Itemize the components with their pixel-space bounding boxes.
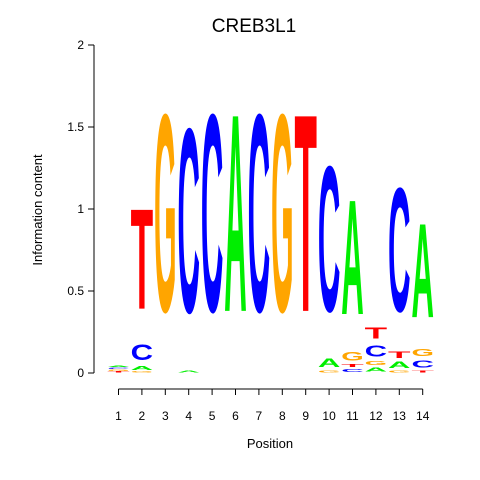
logo-letter-G: G — [131, 371, 153, 373]
stack-position-10: GAC — [318, 122, 341, 373]
x-tick-label: 13 — [393, 409, 407, 423]
stack-position-3: G — [154, 55, 176, 372]
logo-letter-A: A — [365, 366, 387, 373]
logo-letter-A: A — [318, 357, 341, 370]
x-tick-label: 14 — [416, 409, 430, 423]
x-tick-label: 9 — [302, 409, 309, 423]
logo-letter-C: C — [388, 151, 410, 349]
logo-letter-A: A — [411, 194, 433, 346]
x-axis-title: Position — [247, 436, 293, 451]
x-tick-label: 11 — [346, 409, 359, 423]
y-tick-label: 1 — [77, 202, 84, 216]
y-tick-label: 0.5 — [67, 284, 84, 298]
logo-letter-C: C — [248, 55, 270, 371]
y-tick-label: 0 — [77, 366, 84, 380]
logo-letter-T: T — [294, 56, 316, 372]
logo-letter-G: G — [107, 370, 129, 372]
logo-letter-T: T — [365, 324, 388, 342]
logo-letter-C: C — [131, 340, 154, 364]
logo-letter-G: G — [388, 370, 410, 373]
logo-letter-C: C — [318, 122, 340, 356]
x-axis: 1 2 3 4 5 6 7 8 9 10 11 12 13 14 — [115, 388, 430, 423]
logo-letter-A: A — [388, 360, 411, 370]
stack-position-4: AC — [177, 73, 200, 373]
x-tick-label: 7 — [256, 409, 263, 423]
x-tick-label: 8 — [279, 409, 286, 423]
x-tick-label: 2 — [139, 409, 146, 423]
y-tick-label: 2 — [77, 38, 84, 52]
logo-letter-G: G — [154, 55, 176, 372]
x-tick-label: 6 — [232, 409, 239, 423]
logo-letter-C: C — [177, 73, 199, 368]
logo-letter-A: A — [341, 167, 363, 350]
logo-letter-A: A — [224, 55, 246, 371]
logo-letter-T: T — [107, 371, 130, 373]
logo-letter-G: G — [318, 370, 340, 373]
logo-letter-C: C — [411, 358, 434, 369]
logo-letter-C: C — [201, 55, 223, 371]
stack-position-9: T — [294, 56, 316, 372]
logo-letter-C: C — [107, 367, 130, 369]
logo-letter-A: A — [177, 370, 200, 373]
x-tick-label: 5 — [209, 409, 216, 423]
stack-position-8: G — [271, 55, 293, 372]
x-tick-label: 12 — [369, 409, 383, 423]
x-tick-label: 1 — [115, 409, 122, 423]
x-tick-label: 4 — [185, 409, 192, 423]
logo-letter-G: G — [365, 360, 388, 366]
logo-letter-G: G — [411, 347, 433, 359]
y-tick-label: 1.5 — [67, 120, 84, 134]
logo-letter-T: T — [131, 180, 153, 340]
x-tick-label: 3 — [162, 409, 169, 423]
logo-letter-T: T — [411, 370, 434, 373]
logo-letter-C: C — [341, 368, 363, 373]
logo-letter-A: A — [131, 365, 153, 372]
logo-letter-G: G — [271, 55, 293, 372]
logo-letter-T: T — [341, 363, 363, 368]
stack-position-7: C — [248, 55, 270, 371]
logo-letter-C: C — [365, 343, 388, 361]
logo-letter-A: A — [107, 365, 130, 367]
y-axis: 0 0.5 1 1.5 2 — [67, 38, 95, 380]
x-tick-label: 10 — [322, 409, 336, 423]
y-axis-title: Information content — [30, 154, 45, 266]
stack-position-5: C — [201, 55, 223, 371]
stack-position-6: A — [224, 55, 246, 371]
logo-letter-T: T — [388, 350, 411, 360]
chart-title: CREB3L1 — [212, 16, 297, 37]
logo-letter-G: G — [341, 350, 363, 363]
